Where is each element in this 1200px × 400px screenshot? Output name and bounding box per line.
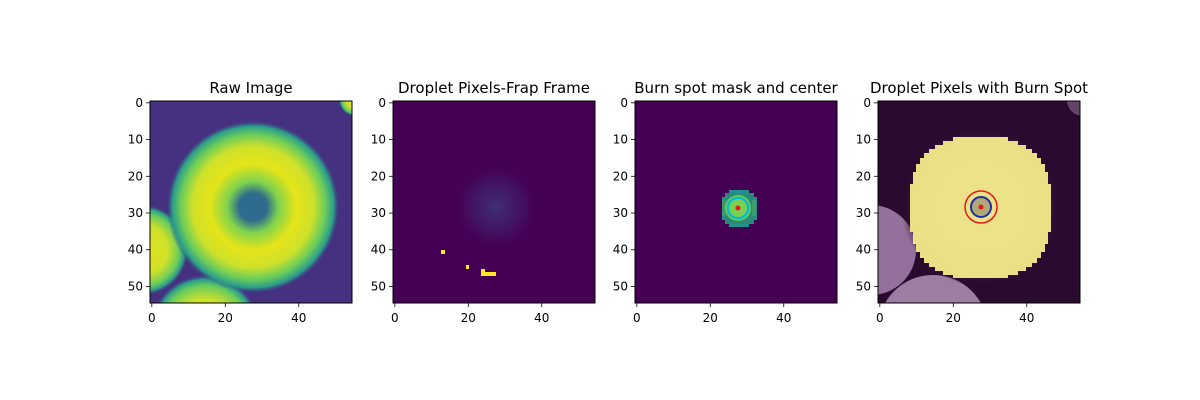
corner-droplet bbox=[339, 101, 352, 116]
y-tick-label: 50 bbox=[613, 279, 628, 293]
mask-pixels bbox=[752, 200, 756, 216]
faint-blob bbox=[452, 163, 540, 251]
y-tick-label: 0 bbox=[135, 96, 143, 110]
raw-image-heatmap bbox=[150, 101, 352, 303]
panel-droplet-with-burn-spot: Droplet Pixels with Burn Spot bbox=[870, 79, 1088, 304]
x-tick-label: 40 bbox=[776, 311, 791, 325]
y-tick-label: 10 bbox=[613, 133, 628, 147]
x-tick-label: 0 bbox=[391, 311, 399, 325]
y-tick-label: 50 bbox=[856, 279, 871, 293]
y-tick-label: 20 bbox=[128, 169, 143, 183]
y-tick-label: 10 bbox=[371, 133, 386, 147]
x-tick-label: 20 bbox=[218, 311, 233, 325]
x-tick-label: 20 bbox=[461, 311, 476, 325]
burn-spot-center bbox=[735, 205, 741, 211]
yellow-pixel bbox=[466, 265, 469, 269]
burn-spot-outer-circle bbox=[964, 190, 998, 224]
panel-raw-image: Raw Image bbox=[149, 79, 353, 304]
corner-droplet bbox=[1067, 101, 1080, 116]
burn-spot-center bbox=[978, 204, 984, 210]
y-tick-label: 0 bbox=[378, 96, 386, 110]
y-tick-label: 40 bbox=[856, 243, 871, 257]
x-tick-label: 0 bbox=[633, 311, 641, 325]
y-tick-label: 10 bbox=[856, 133, 871, 147]
x-tick-label: 20 bbox=[946, 311, 961, 325]
y-tick-label: 0 bbox=[863, 96, 871, 110]
frap-frame-heatmap bbox=[393, 101, 595, 303]
y-tick-label: 30 bbox=[613, 206, 628, 220]
burn-mask-heatmap bbox=[635, 101, 837, 303]
panel-title: Burn spot mask and center bbox=[634, 79, 838, 97]
axes-frame bbox=[149, 100, 353, 304]
axes-frame bbox=[634, 100, 838, 304]
panel-title: Droplet Pixels-Frap Frame bbox=[398, 79, 590, 97]
y-tick-label: 30 bbox=[128, 206, 143, 220]
y-tick-label: 20 bbox=[613, 169, 628, 183]
panel-title: Raw Image bbox=[209, 79, 292, 97]
y-tick-label: 20 bbox=[371, 169, 386, 183]
x-tick-label: 40 bbox=[291, 311, 306, 325]
yellow-pixel bbox=[485, 272, 496, 276]
yellow-pixel bbox=[441, 250, 445, 254]
x-tick-label: 20 bbox=[703, 311, 718, 325]
main-droplet bbox=[167, 121, 339, 293]
overlay-heatmap bbox=[878, 101, 1080, 303]
x-tick-label: 0 bbox=[148, 311, 156, 325]
y-tick-label: 30 bbox=[371, 206, 386, 220]
y-tick-label: 40 bbox=[371, 243, 386, 257]
burn-spot-inner-circle bbox=[970, 196, 992, 218]
axes-ticks: 0 20 40 0 10 20 30 40 50 0 20 40 0 10 20 30 40 50 0 20 40 0 10… bbox=[128, 96, 1035, 325]
y-tick-label: 40 bbox=[613, 243, 628, 257]
axes-frame bbox=[392, 100, 596, 304]
x-tick-label: 0 bbox=[876, 311, 884, 325]
y-tick-label: 20 bbox=[856, 169, 871, 183]
x-tick-label: 40 bbox=[1019, 311, 1034, 325]
x-tick-label: 40 bbox=[534, 311, 549, 325]
burn-spot-circle bbox=[727, 197, 749, 219]
axes-frame bbox=[877, 100, 1081, 304]
mask-pixels bbox=[722, 200, 726, 216]
yellow-pixel bbox=[481, 269, 485, 276]
y-tick-label: 50 bbox=[128, 279, 143, 293]
y-tick-label: 40 bbox=[128, 243, 143, 257]
panel-burn-spot-mask: Burn spot mask and center bbox=[634, 79, 839, 304]
panel-frap-frame: Droplet Pixels-Frap Frame bbox=[392, 79, 596, 304]
y-tick-label: 30 bbox=[856, 206, 871, 220]
y-tick-label: 50 bbox=[371, 279, 386, 293]
bottom-droplet bbox=[885, 275, 981, 303]
y-tick-label: 0 bbox=[620, 96, 628, 110]
panel-title: Droplet Pixels with Burn Spot bbox=[870, 79, 1088, 97]
y-tick-label: 10 bbox=[128, 133, 143, 147]
